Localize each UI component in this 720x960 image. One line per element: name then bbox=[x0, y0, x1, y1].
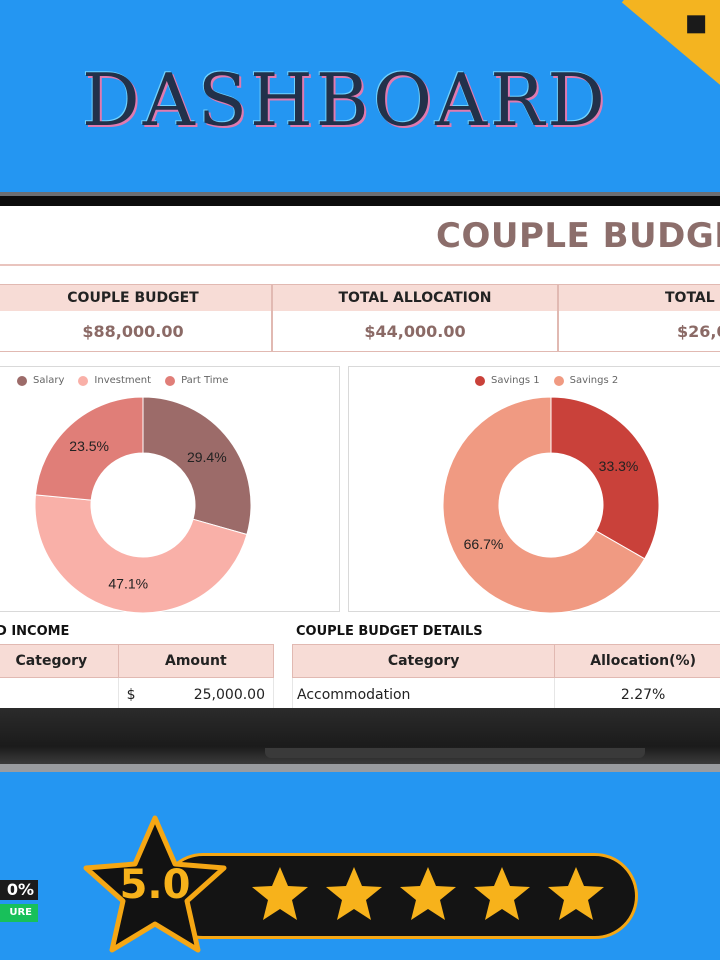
stat-value: $88,000.00 bbox=[82, 321, 184, 341]
column-header: Category bbox=[0, 644, 119, 678]
laptop-lip bbox=[0, 764, 720, 772]
column-header: Category bbox=[291, 644, 556, 678]
table-header-row: Category Allocation(%) bbox=[291, 644, 720, 678]
guarantee-badge: 0% URE bbox=[0, 870, 40, 932]
legend-item: Investment bbox=[78, 375, 151, 386]
trackpad-notch bbox=[265, 748, 645, 758]
column-header: Allocation(%) bbox=[554, 644, 720, 678]
pie-slice bbox=[442, 396, 646, 613]
laptop: COUPLE BUDGET COUPLE BUDGET $88,000.00 T… bbox=[0, 192, 720, 778]
column-header: Amount bbox=[117, 644, 275, 678]
legend-label: Savings 2 bbox=[569, 375, 619, 386]
sheet-title: COUPLE BUDGET bbox=[436, 216, 720, 256]
hero-title: DASHBOARD bbox=[81, 58, 609, 142]
legend-label: Savings 1 bbox=[491, 375, 540, 386]
pie-slice bbox=[142, 396, 252, 536]
badge-percent: 0% bbox=[0, 880, 38, 900]
income-section-title: D INCOME bbox=[0, 624, 70, 639]
income-chart: Salary Investment Part Time 29.4% 47.1% 23… bbox=[0, 366, 340, 613]
income-donut: 29.4% 47.1% 23.5% bbox=[34, 396, 252, 613]
table-cell: Accommodation bbox=[291, 677, 556, 708]
table-header-row: Category Amount bbox=[0, 644, 275, 678]
slice-label: 29.4% bbox=[187, 449, 227, 465]
star-icon bbox=[548, 867, 604, 920]
income-table: Category Amount $ 25,000.00 bbox=[0, 644, 275, 708]
star-icon bbox=[400, 867, 456, 920]
legend-label: Part Time bbox=[181, 375, 229, 386]
ribbon-icon bbox=[687, 15, 706, 34]
details-table: Category Allocation(%) Accommodation 2.2… bbox=[291, 644, 720, 708]
stat-value: $44,000.00 bbox=[364, 321, 466, 341]
badge-text: URE bbox=[0, 904, 38, 922]
table-row: $ 25,000.00 bbox=[0, 677, 275, 708]
rating-star-icon bbox=[83, 815, 227, 953]
laptop-keyboard-base bbox=[0, 708, 720, 772]
slice-label: 23.5% bbox=[69, 438, 109, 454]
title-divider bbox=[0, 264, 720, 266]
stat-total-expense: TOTAL E $26,0 bbox=[558, 284, 720, 352]
pie-slice bbox=[34, 396, 144, 501]
legend-swatch bbox=[475, 375, 485, 386]
legend-swatch bbox=[78, 375, 89, 386]
legend-swatch bbox=[165, 375, 176, 386]
slice-label: 66.7% bbox=[464, 536, 504, 552]
table-row: Accommodation 2.27% bbox=[291, 677, 720, 708]
spreadsheet-screen: COUPLE BUDGET COUPLE BUDGET $88,000.00 T… bbox=[0, 206, 720, 708]
legend-label: Investment bbox=[94, 375, 152, 386]
rating-score: 5.0 bbox=[119, 862, 191, 908]
amount-value: 25,000.00 bbox=[193, 687, 265, 703]
legend-swatch bbox=[17, 375, 27, 386]
slice-label: 33.3% bbox=[599, 458, 639, 474]
savings-legend: Savings 1 Savings 2 bbox=[475, 375, 618, 386]
table-cell: $ 25,000.00 bbox=[117, 677, 275, 708]
legend-item: Savings 1 bbox=[475, 375, 540, 386]
stat-label: TOTAL ALLOCATION bbox=[273, 285, 557, 311]
savings-donut: 33.3% 66.7% bbox=[442, 396, 660, 613]
stat-value: $26,0 bbox=[677, 321, 720, 341]
stat-label: COUPLE BUDGET bbox=[0, 285, 271, 311]
laptop-bezel: COUPLE BUDGET COUPLE BUDGET $88,000.00 T… bbox=[0, 192, 720, 708]
star-icon bbox=[252, 867, 308, 920]
pie-slice bbox=[550, 396, 660, 560]
slice-label: 47.1% bbox=[108, 576, 148, 592]
legend-item: Part Time bbox=[165, 375, 228, 386]
star-icon bbox=[326, 867, 382, 920]
currency-symbol: $ bbox=[126, 687, 136, 703]
income-legend: Salary Investment Part Time bbox=[17, 375, 228, 386]
savings-chart: Savings 1 Savings 2 33.3% 66.7% bbox=[348, 366, 720, 613]
stat-label: TOTAL E bbox=[559, 285, 720, 311]
table-cell: 2.27% bbox=[554, 677, 720, 708]
legend-item: Salary bbox=[17, 375, 64, 386]
stat-total-allocation: TOTAL ALLOCATION $44,000.00 bbox=[272, 284, 558, 352]
table-cell bbox=[0, 677, 119, 708]
details-section-title: COUPLE BUDGET DETAILS bbox=[296, 624, 483, 639]
rating-stars bbox=[250, 865, 606, 923]
legend-swatch bbox=[553, 375, 564, 386]
pie-slice bbox=[34, 494, 248, 613]
stat-couple-budget: COUPLE BUDGET $88,000.00 bbox=[0, 284, 272, 352]
legend-label: Salary bbox=[33, 375, 65, 386]
legend-item: Savings 2 bbox=[553, 375, 619, 386]
star-icon bbox=[474, 867, 530, 920]
